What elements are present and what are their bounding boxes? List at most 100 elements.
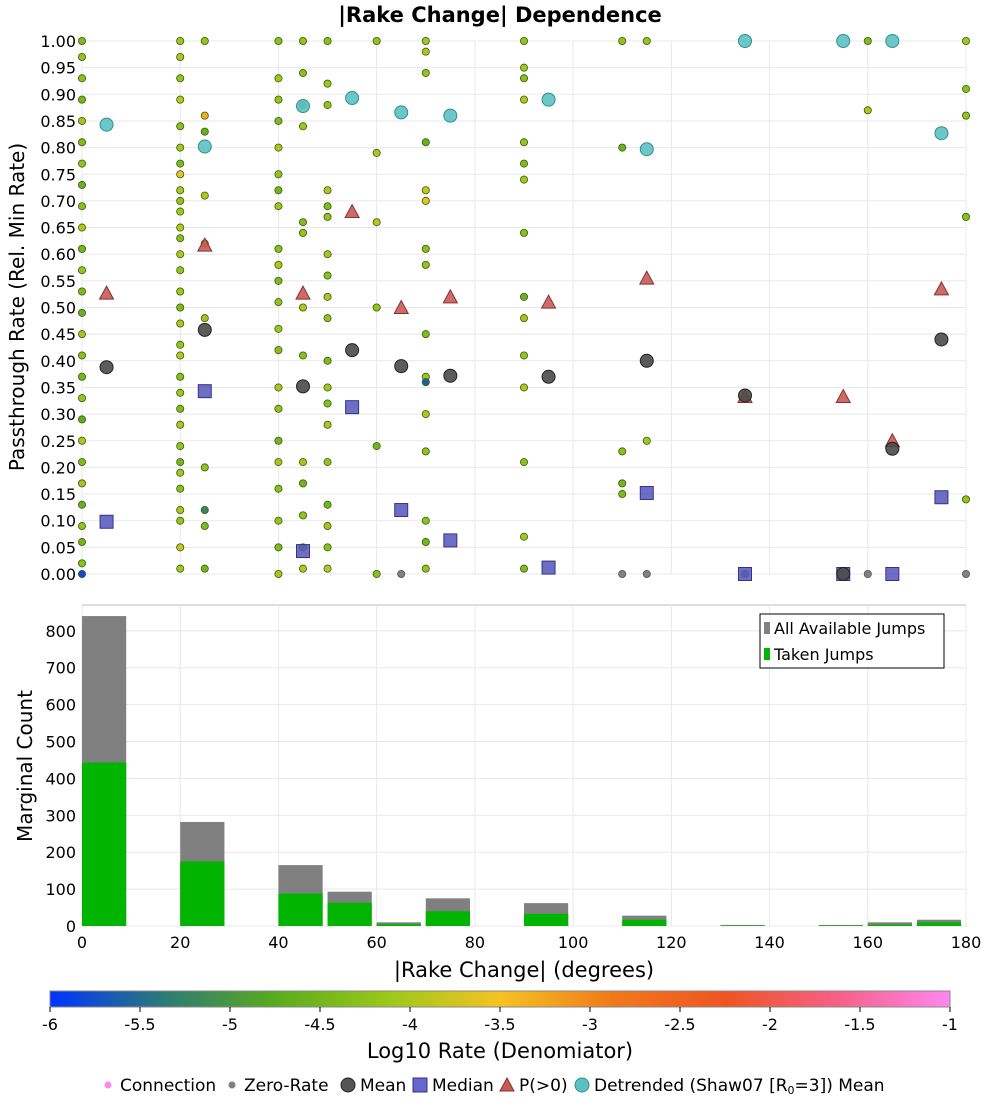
connection-point (78, 538, 87, 547)
bar-taken-jumps (622, 919, 667, 926)
bar-all-jumps (818, 924, 863, 926)
p-gt-0-point (344, 203, 360, 219)
connection-point (274, 484, 283, 493)
connection-point (274, 95, 283, 104)
connection-point (274, 260, 283, 269)
connection-point (520, 74, 529, 83)
histogram-x-tick-label: 120 (656, 933, 687, 952)
histogram-x-tick-label: 40 (268, 933, 288, 952)
mean-point (738, 388, 752, 403)
scatter-y-tick-label: 0.95 (40, 59, 76, 78)
connection-point (421, 564, 430, 573)
zero-rate-point (863, 570, 872, 579)
p-gt-0-point (393, 299, 410, 314)
connection-point (298, 351, 307, 360)
connection-point (298, 228, 307, 237)
connection-point (372, 148, 381, 157)
detrended-mean-point (197, 139, 212, 154)
connection-point (323, 399, 332, 408)
mean-point (99, 360, 114, 375)
connection-point (274, 383, 283, 392)
connection-point (421, 138, 430, 147)
connection-point (200, 314, 209, 323)
histogram-x-tick-label: 0 (77, 933, 87, 952)
zero-rate-point (642, 570, 651, 579)
connection-point (520, 138, 529, 147)
histogram-y-tick-label: 100 (45, 880, 76, 899)
connection-point (78, 522, 87, 531)
connection-point (520, 292, 529, 301)
connection-point (176, 404, 185, 413)
connection-point (421, 410, 430, 419)
scatter-y-tick-label: 0.20 (40, 458, 76, 477)
connection-point (176, 388, 185, 397)
histogram-y-tick-label: 0 (66, 917, 76, 936)
connection-point (323, 564, 332, 573)
connection-point (78, 372, 87, 381)
connection-marker-icon (104, 1081, 112, 1089)
connection-point (298, 68, 307, 77)
connection-point (962, 111, 971, 120)
connection-point (274, 143, 283, 152)
connection-point (274, 324, 283, 333)
scatter-points (78, 34, 971, 581)
scatter-y-tick-label: 0.15 (40, 485, 76, 504)
histogram-y-tick-label: 700 (45, 659, 76, 678)
connection-point (176, 234, 185, 243)
connection-point (520, 383, 529, 392)
histogram-y-tick-label: 400 (45, 769, 76, 788)
connection-point (421, 260, 430, 269)
connection-point (78, 202, 87, 211)
connection-point (372, 442, 381, 451)
connection-point (323, 212, 332, 221)
connection-point (78, 116, 87, 125)
mean-point (836, 567, 851, 581)
histogram-x-tick-label: 180 (951, 933, 982, 952)
histogram-y-tick-label: 500 (45, 733, 76, 752)
connection-point (520, 351, 529, 360)
connection-point (323, 292, 332, 301)
connection-point (78, 266, 87, 275)
connection-point (520, 95, 529, 104)
connection-point (274, 202, 283, 211)
connection-point (323, 420, 332, 429)
connection-point (176, 506, 185, 515)
legend-swatch-taken-jumps (764, 648, 770, 660)
connection-point (274, 298, 283, 307)
bar-all-jumps (720, 924, 765, 926)
bar-taken-jumps (524, 913, 569, 926)
connection-point (421, 47, 430, 56)
connection-point (520, 228, 529, 237)
scatter-y-tick-label: 0.10 (40, 512, 76, 531)
detrended-mean-point (345, 91, 360, 106)
bar-taken-jumps (376, 924, 421, 926)
connection-point (200, 522, 209, 531)
zero-rate-point (962, 570, 971, 579)
colorbar-ticks: -6 -5.5 -5 -4.5 -4 -3.5 -3 -2.5 -2 -1.5 -1 (42, 1007, 958, 1034)
scatter-y-tick-label: 0.55 (40, 272, 76, 291)
histogram-legend: All Available Jumps Taken Jumps (759, 613, 945, 669)
connection-point (274, 276, 283, 285)
connection-point (618, 479, 627, 488)
connection-point (520, 314, 529, 323)
connection-point (176, 52, 185, 61)
connection-point (176, 564, 185, 573)
histogram-x-tick-label: 60 (366, 933, 386, 952)
connection-point (421, 68, 430, 77)
connection-point (298, 479, 307, 488)
legend-label-taken-jumps: Taken Jumps (773, 645, 874, 664)
connection-point (78, 95, 87, 104)
p-gt-0-point (638, 270, 655, 285)
legend-p-gt-0: P(>0) (519, 1076, 568, 1096)
mean-point (394, 359, 409, 374)
connection-point (421, 186, 430, 195)
legend-mean: Mean (360, 1076, 406, 1096)
connection-point (78, 559, 87, 568)
colorbar-tick-label: -4 (402, 1015, 418, 1034)
connection-point (274, 570, 283, 579)
connection-point (274, 170, 283, 179)
connection-point (962, 212, 971, 221)
bar-taken-jumps (327, 902, 372, 926)
scatter-y-tick-label: 0.45 (40, 325, 76, 344)
connection-point (863, 106, 872, 115)
